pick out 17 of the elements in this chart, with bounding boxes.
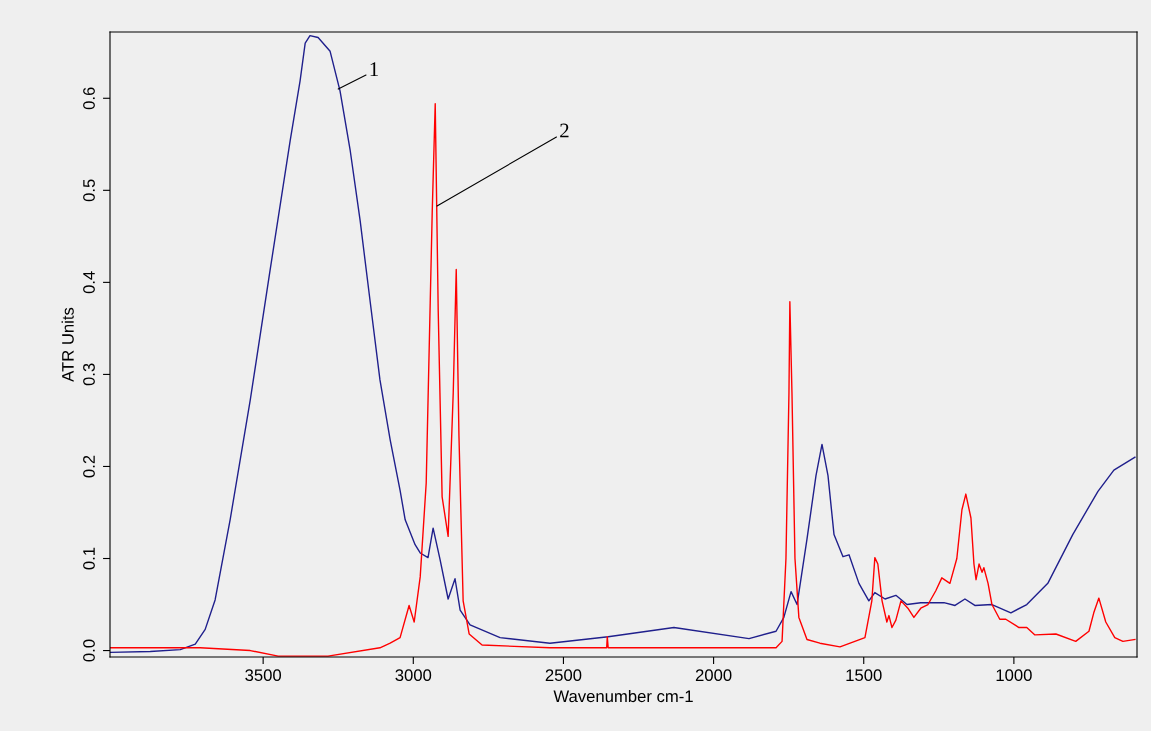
x-tick-label: 2500 — [545, 669, 582, 682]
y-tick-label: 0.4 — [83, 271, 95, 294]
x-tick-label: 3500 — [245, 669, 282, 682]
x-tick-label: 1500 — [846, 669, 882, 682]
annotation: 1 — [370, 62, 378, 77]
x-axis-title: Wavenumber cm-1 — [553, 689, 693, 703]
y-tick-label: 0.5 — [83, 179, 95, 202]
annotation: 2 — [560, 123, 569, 138]
x-tick-label: 1000 — [996, 669, 1032, 682]
x-tick-label: 2000 — [695, 669, 732, 682]
y-tick-label: 0.0 — [83, 639, 95, 662]
y-axis-title: ATR Units — [61, 307, 74, 382]
y-tick-label: 0.3 — [83, 363, 95, 386]
x-tick-label: 3000 — [395, 669, 432, 682]
y-tick-label: 0.1 — [83, 547, 95, 570]
y-tick-label: 0.2 — [83, 455, 95, 478]
y-tick-label: 0.6 — [83, 87, 95, 110]
